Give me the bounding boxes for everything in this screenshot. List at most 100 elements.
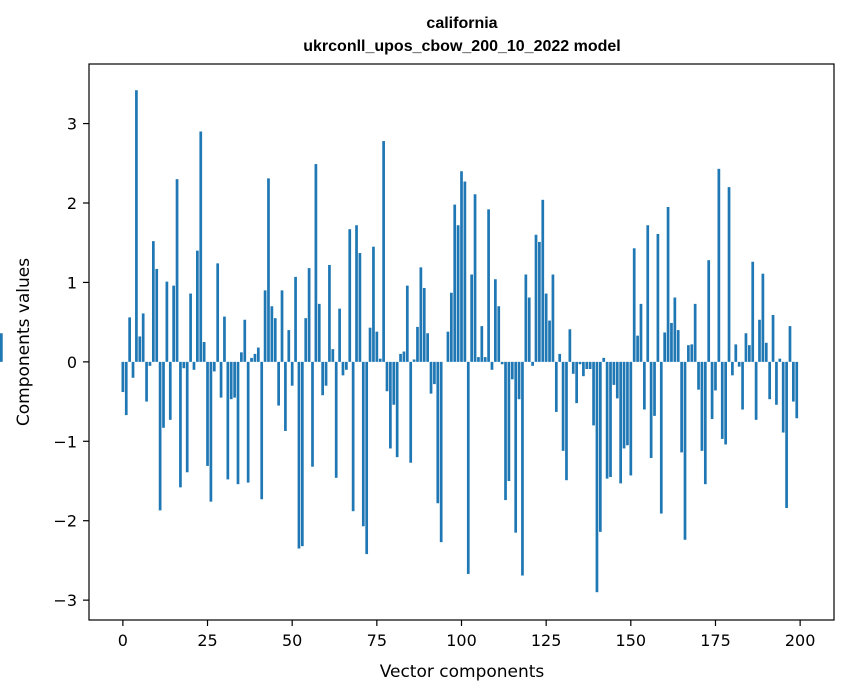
bar	[568, 329, 572, 362]
bar	[663, 332, 667, 362]
bar	[751, 261, 755, 362]
bar	[199, 131, 203, 362]
bar	[551, 274, 555, 362]
bar	[287, 330, 291, 362]
bar	[196, 250, 199, 362]
bar	[724, 361, 727, 445]
bar	[375, 331, 379, 362]
bar	[487, 209, 490, 362]
bar	[433, 361, 436, 385]
bar	[253, 353, 257, 362]
x-tick-label: 0	[118, 631, 128, 650]
bar	[206, 361, 209, 466]
bar	[527, 297, 531, 362]
bar	[185, 361, 189, 473]
bar	[162, 361, 165, 428]
bar	[514, 361, 518, 533]
bar	[554, 361, 558, 412]
bar	[273, 318, 277, 362]
bar	[483, 357, 487, 362]
bar	[341, 361, 345, 376]
bar	[747, 345, 751, 362]
bar	[673, 297, 677, 362]
bar	[382, 141, 385, 362]
bar	[544, 293, 548, 362]
bar	[761, 273, 765, 362]
bar	[510, 361, 514, 380]
bar	[314, 164, 318, 362]
bar	[792, 361, 795, 402]
bar	[131, 361, 135, 378]
bar	[378, 358, 382, 362]
bar	[263, 290, 267, 362]
bar	[788, 326, 792, 362]
bar	[155, 268, 159, 362]
bar	[402, 351, 406, 362]
bar	[355, 225, 358, 362]
bar	[720, 361, 724, 439]
bar	[605, 361, 609, 479]
bar	[771, 314, 775, 362]
bar	[365, 361, 369, 555]
bar	[683, 361, 687, 540]
bar	[703, 361, 707, 485]
bar	[460, 171, 463, 362]
bar	[680, 361, 683, 453]
bar	[744, 333, 748, 362]
bar	[270, 306, 274, 362]
bar	[534, 234, 538, 362]
bar	[676, 330, 680, 362]
x-tick-label: 75	[367, 631, 387, 650]
bar	[629, 361, 633, 476]
bar	[463, 181, 467, 362]
bar	[795, 361, 799, 419]
bar	[260, 361, 264, 500]
bar	[331, 349, 335, 362]
bar	[477, 357, 480, 362]
bar	[507, 361, 511, 481]
bar	[737, 361, 741, 367]
bar	[639, 303, 643, 362]
bar	[707, 260, 711, 362]
bar	[158, 361, 162, 511]
bar	[240, 352, 243, 362]
bar	[179, 361, 182, 488]
bar	[317, 303, 321, 362]
bar	[311, 361, 314, 467]
bar	[338, 308, 341, 362]
x-tick-label: 200	[785, 631, 816, 650]
bar	[595, 361, 599, 593]
bar	[297, 361, 301, 549]
bar	[216, 263, 220, 362]
bar	[175, 179, 179, 362]
bar	[649, 361, 653, 458]
bar	[700, 361, 704, 451]
bar	[609, 361, 612, 478]
y-axis-label: Components values	[14, 258, 34, 426]
x-tick-label: 150	[616, 631, 647, 650]
bar	[168, 361, 172, 420]
chart-title-line2: ukrconll_upos_cbow_200_10_2022 model	[303, 38, 620, 55]
bar	[256, 347, 260, 362]
bar	[626, 361, 629, 446]
bar	[687, 345, 690, 362]
bar	[172, 285, 176, 362]
bar	[714, 361, 717, 391]
bar	[497, 306, 501, 362]
bar	[409, 361, 413, 463]
y-tick-label: 0	[67, 353, 77, 372]
y-tick-label: 2	[67, 194, 77, 213]
bar	[392, 361, 396, 405]
bar	[0, 333, 3, 362]
bar	[399, 353, 402, 362]
bar	[243, 319, 247, 362]
bar	[233, 361, 236, 398]
bar	[602, 357, 606, 362]
bar	[212, 361, 216, 372]
bar	[209, 361, 213, 502]
bar	[785, 361, 788, 509]
bar	[412, 359, 416, 362]
bar	[358, 253, 362, 362]
chart-title-line1: california	[426, 15, 497, 32]
bar	[135, 90, 138, 362]
